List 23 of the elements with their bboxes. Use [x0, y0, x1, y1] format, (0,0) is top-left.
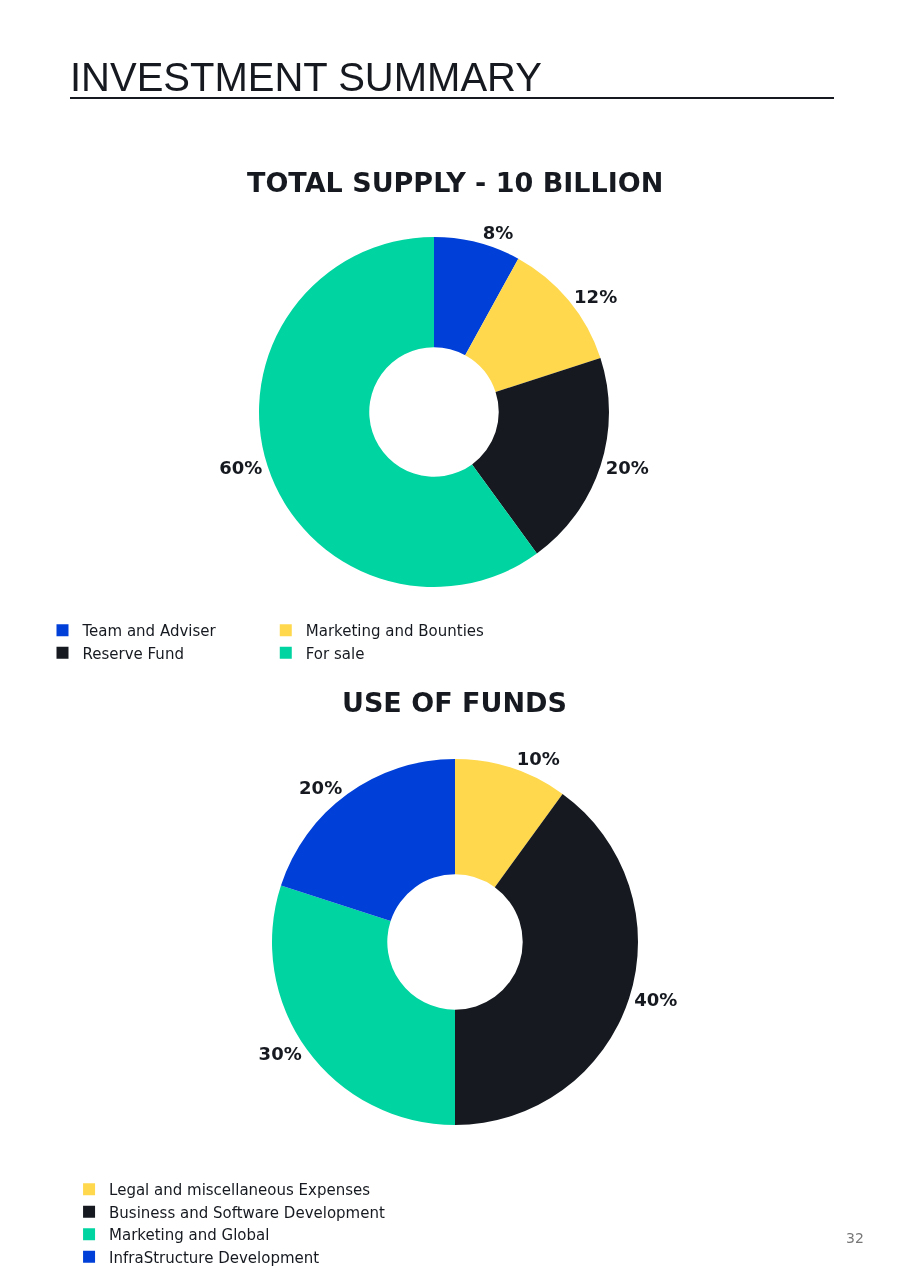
data-label: 40%	[634, 989, 678, 1011]
legend-label: Legal and miscellaneous Expenses	[109, 1181, 371, 1200]
data-label: 30%	[258, 1042, 302, 1064]
legend-label: Team and Adviser	[81, 622, 217, 641]
legend-label: Marketing and Bounties	[305, 622, 485, 641]
legend-label: InfraStructure Development	[109, 1248, 320, 1267]
data-label: 12%	[574, 285, 618, 307]
data-label: 10%	[516, 747, 560, 769]
legend-label: Reserve Fund	[82, 644, 184, 663]
text: 32	[846, 1230, 864, 1246]
data-label: 20%	[605, 456, 649, 478]
donut-slice	[472, 357, 609, 554]
data-label: 8%	[482, 222, 514, 244]
chart-title: USE OF FUNDS	[342, 687, 567, 718]
legend-label: For sale	[305, 644, 365, 663]
legend-label: Business and Software Development	[109, 1203, 385, 1222]
data-label: 20%	[299, 776, 343, 798]
donut-slice	[434, 237, 519, 356]
chart-title: TOTAL SUPPLY - 10 BILLION	[247, 167, 664, 198]
data-label: 60%	[219, 456, 263, 478]
legend-label: Marketing and Global	[109, 1226, 270, 1245]
text: INVESTMENT SUMMARY	[70, 55, 542, 99]
donut-slice	[280, 759, 455, 922]
